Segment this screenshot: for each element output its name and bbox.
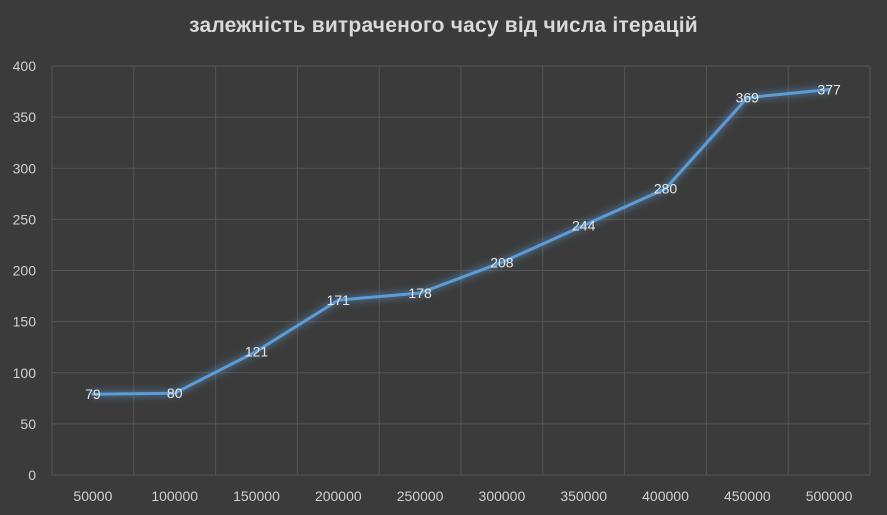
y-tick-label: 100: [13, 365, 37, 381]
x-tick-label: 100000: [151, 488, 198, 504]
data-label: 369: [736, 90, 760, 106]
series-layer: [91, 88, 831, 396]
data-label: 80: [167, 385, 183, 401]
data-label: 377: [817, 82, 841, 98]
y-tick-label: 400: [13, 58, 37, 74]
x-tick-label: 150000: [233, 488, 280, 504]
y-tick-label: 200: [13, 263, 37, 279]
x-tick-label: 50000: [73, 488, 112, 504]
axes: 0 50 100 150 200 250 300 350 400 50000 100000 15000…: [13, 58, 853, 504]
data-label: 79: [85, 386, 101, 402]
y-tick-label: 50: [20, 416, 36, 432]
data-label: 280: [654, 181, 678, 197]
x-tick-label: 400000: [642, 488, 689, 504]
data-label: 178: [408, 285, 432, 301]
x-tick-label: 200000: [315, 488, 362, 504]
data-label: 244: [572, 218, 596, 234]
grid: [51, 65, 871, 476]
x-tick-label: 450000: [724, 488, 771, 504]
data-label: 208: [490, 254, 514, 270]
x-tick-label: 350000: [560, 488, 607, 504]
y-tick-label: 250: [13, 211, 37, 227]
data-label: 171: [327, 292, 351, 308]
y-tick-label: 350: [13, 109, 37, 125]
y-tick-label: 0: [28, 467, 36, 483]
data-label: 121: [245, 343, 269, 359]
x-tick-label: 250000: [397, 488, 444, 504]
y-tick-label: 150: [13, 314, 37, 330]
data-labels: 79 80 121 171 178 208 244 280 369 377: [85, 82, 841, 403]
chart-title: залежність витраченого часу від числа іт…: [189, 14, 698, 37]
series-line: [91, 88, 831, 396]
y-tick-label: 300: [13, 160, 37, 176]
x-tick-label: 500000: [806, 488, 853, 504]
x-tick-label: 300000: [479, 488, 526, 504]
